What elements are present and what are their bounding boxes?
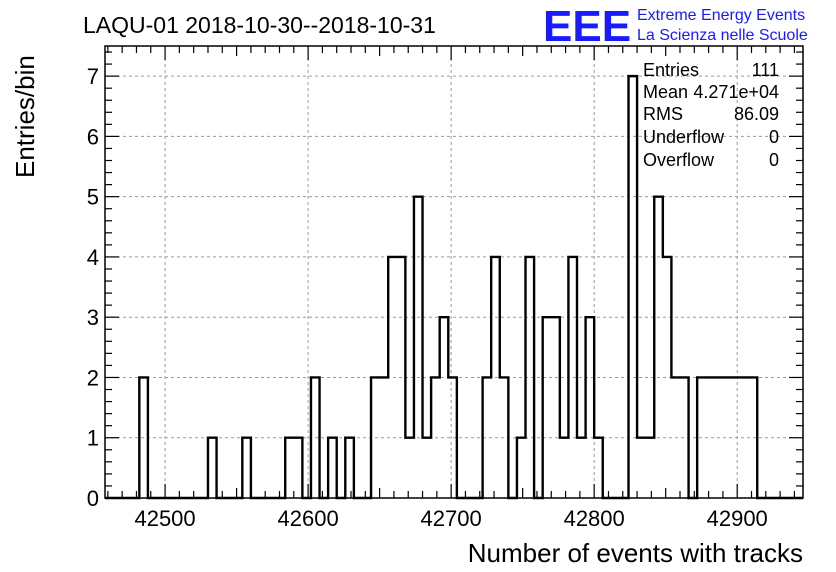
logo-line1: Extreme Energy Events <box>637 7 805 24</box>
histogram-bin <box>809 317 818 498</box>
histogram-bin <box>723 377 732 498</box>
histogram-bin <box>577 438 586 498</box>
stat-underflow-label: Underflow <box>643 127 725 147</box>
histogram-bin <box>431 377 440 498</box>
histogram-bin <box>731 377 740 498</box>
logo-mark: EEE <box>543 2 631 51</box>
x-tick-label: 42600 <box>278 506 339 531</box>
histogram-bin <box>285 438 294 498</box>
histogram-bin <box>629 76 638 498</box>
axis-ticks: 42500 42600 42700 42800 42900 0 1 2 3 4 5 6 7 <box>87 46 803 531</box>
y-tick-label: 6 <box>87 124 99 149</box>
histogram-bin <box>423 438 432 498</box>
histogram-bin <box>551 317 560 498</box>
y-tick-label: 3 <box>87 305 99 330</box>
stat-mean-value: 4.271e+04 <box>693 82 779 102</box>
histogram-bin <box>328 438 337 498</box>
stat-rms-value: 86.09 <box>734 104 779 124</box>
histogram-bin <box>740 377 749 498</box>
histogram-bin <box>440 317 449 498</box>
histogram-bin <box>483 377 492 498</box>
histogram-bin <box>646 438 655 498</box>
logo-line2: La Scienza nelle Scuole <box>637 27 808 44</box>
x-tick-label: 42500 <box>134 506 195 531</box>
x-tick-label: 42900 <box>707 506 768 531</box>
histogram-bin <box>405 438 414 498</box>
plot-frame <box>104 45 804 499</box>
x-tick-label: 42800 <box>564 506 625 531</box>
histogram-bin <box>414 197 423 498</box>
histogram-bin <box>706 377 715 498</box>
stat-entries-value: 111 <box>752 60 779 80</box>
histogram-bin <box>242 438 251 498</box>
x-tick-label: 42700 <box>421 506 482 531</box>
histogram-bin <box>526 257 535 498</box>
histogram-bin <box>388 257 397 498</box>
stat-entries-label: Entries <box>643 60 699 80</box>
histogram-bin <box>380 377 389 498</box>
stat-rms-label: RMS <box>643 104 683 124</box>
histogram-bin <box>294 438 303 498</box>
histogram-bin <box>586 317 595 498</box>
histogram-bins <box>139 76 836 498</box>
y-tick-label: 2 <box>87 365 99 390</box>
histogram-bin <box>491 257 500 498</box>
stat-mean-label: Mean <box>643 82 688 102</box>
histogram-bin <box>517 438 526 498</box>
histogram-bin <box>697 377 706 498</box>
histogram-bin <box>448 377 457 498</box>
histogram-bin <box>714 377 723 498</box>
y-tick-label: 4 <box>87 245 99 270</box>
histogram-bin <box>560 438 569 498</box>
y-axis-label: Entries/bin <box>10 55 40 178</box>
histogram-bin <box>663 257 672 498</box>
stat-underflow-value: 0 <box>769 127 779 147</box>
histogram-bin <box>208 438 217 498</box>
histogram-bin <box>671 377 680 498</box>
histogram-outline <box>105 74 803 500</box>
histogram-bin <box>345 438 354 498</box>
y-tick-label: 7 <box>87 64 99 89</box>
histogram-bin <box>637 438 646 498</box>
eee-logo: EEE Extreme Energy Events La Scienza nel… <box>543 2 808 51</box>
histogram-bin <box>817 317 826 498</box>
histogram-bin <box>654 197 663 498</box>
histogram-bin <box>749 377 758 498</box>
histogram-bin <box>139 377 148 498</box>
histogram-bin <box>371 377 380 498</box>
histogram-bin <box>543 317 552 498</box>
histogram-bin <box>680 377 689 498</box>
histogram-bin <box>397 257 406 498</box>
y-tick-label: 5 <box>87 185 99 210</box>
histogram-bin <box>594 438 603 498</box>
stat-overflow-label: Overflow <box>643 150 715 170</box>
histogram-bin <box>500 377 509 498</box>
y-tick-label: 1 <box>87 426 99 451</box>
histogram-bin <box>311 377 320 498</box>
x-axis-label: Number of events with tracks <box>468 538 803 568</box>
chart-title: LAQU-01 2018-10-30--2018-10-31 <box>83 12 436 38</box>
histogram-bin <box>568 257 577 498</box>
stats-box: Entries 111 Mean 4.271e+04 RMS 86.09 Und… <box>643 60 779 170</box>
y-tick-label: 0 <box>87 486 99 511</box>
stat-overflow-value: 0 <box>769 150 779 170</box>
